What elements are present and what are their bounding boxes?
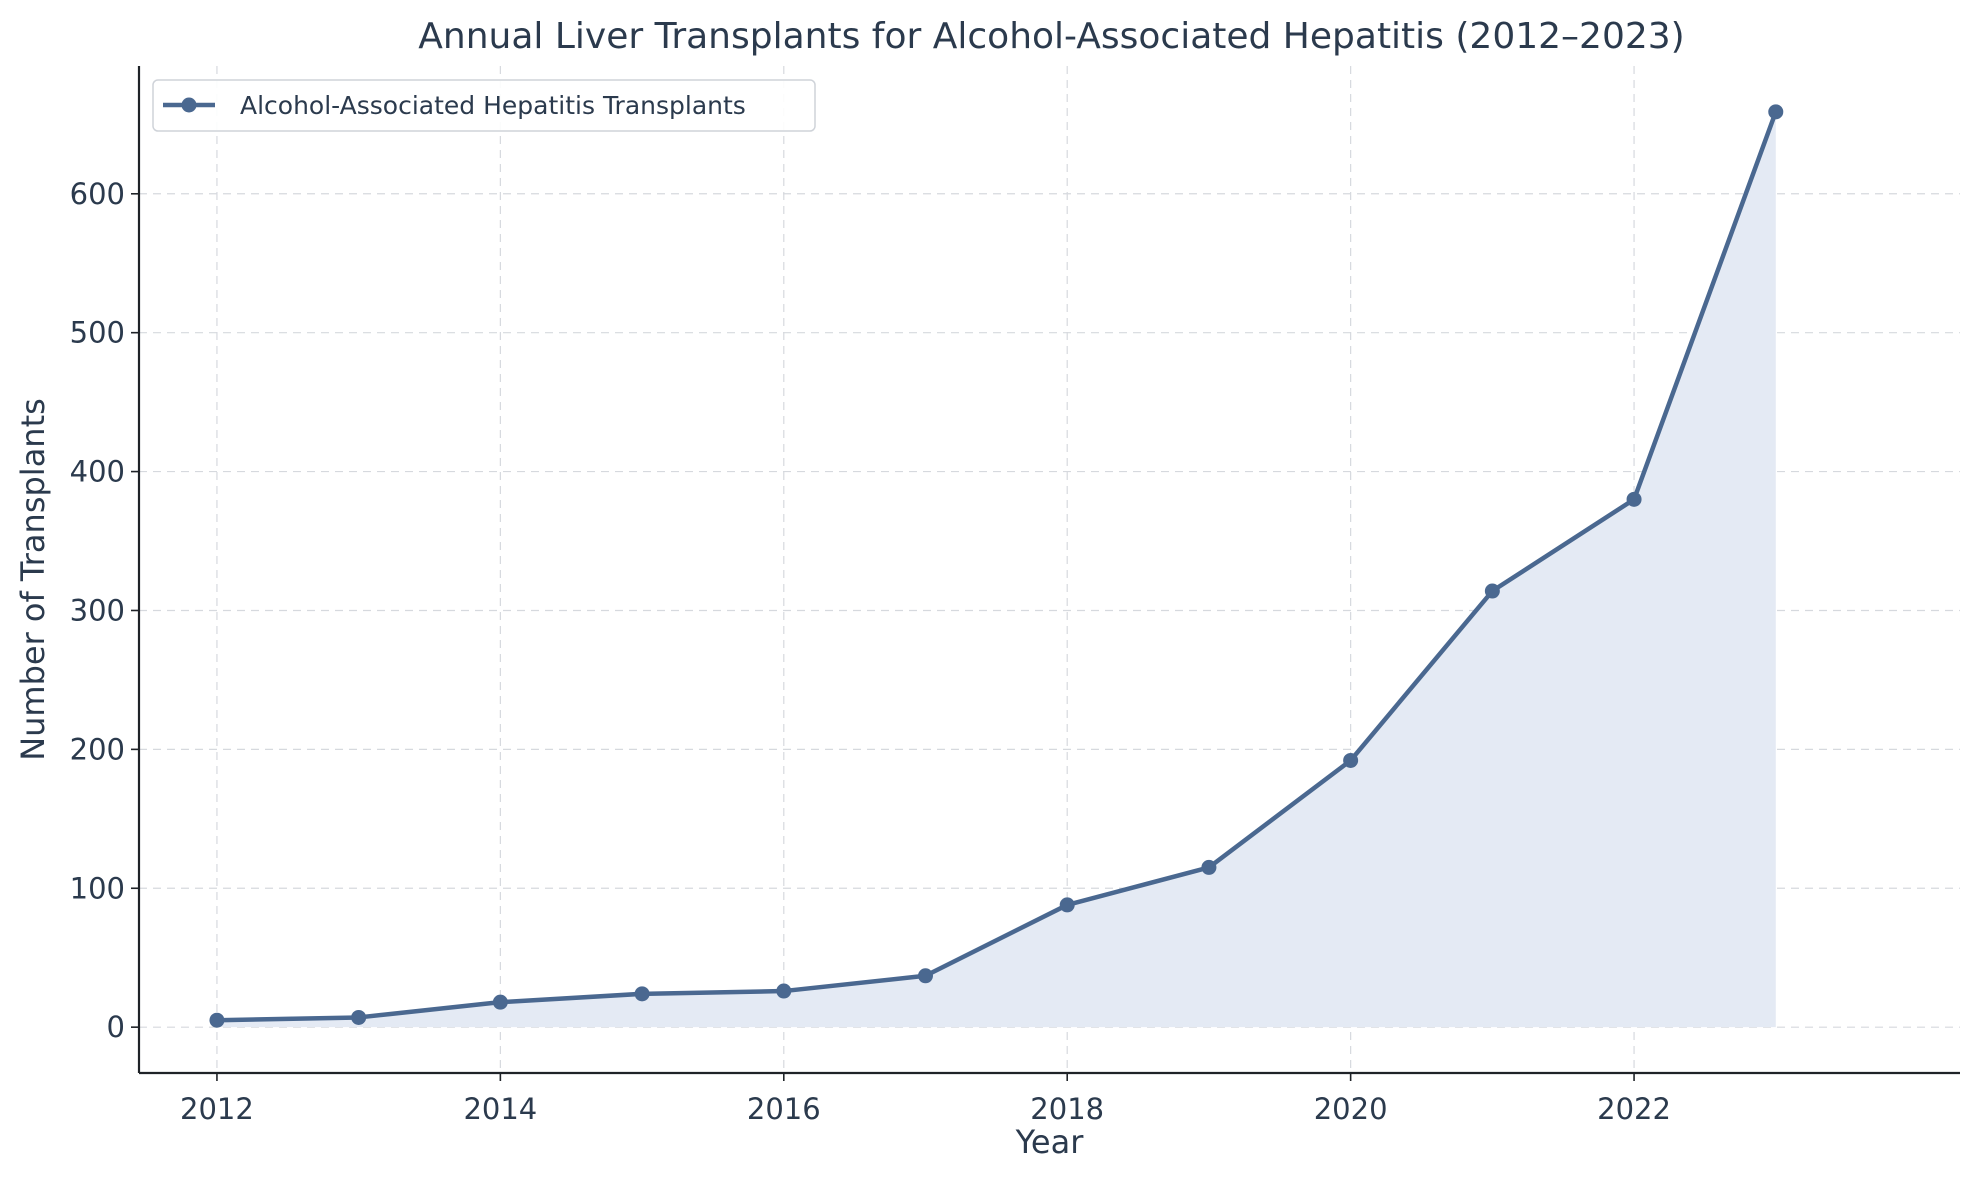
series-points [209, 104, 1784, 1028]
x-tick-label: 2020 [1314, 1092, 1388, 1126]
y-tick-label: 600 [70, 177, 125, 211]
data-point [209, 1012, 225, 1028]
data-point [1201, 859, 1217, 875]
x-tick-label: 2018 [1030, 1092, 1104, 1126]
x-tick-label: 2014 [463, 1092, 537, 1126]
series-area-fill [216, 111, 1776, 1028]
data-point [776, 983, 792, 999]
legend-label: Alcohol-Associated Hepatitis Transplants [240, 91, 746, 120]
data-point [351, 1009, 367, 1025]
axes-spines [137, 66, 1960, 1075]
legend-marker-icon [181, 97, 197, 113]
axis-ticks: 2012 2014 2016 2018 2020 2022 0 100 200 300 400 500… [70, 177, 1671, 1126]
data-point [1768, 104, 1784, 120]
legend: Alcohol-Associated Hepatitis Transplants [152, 79, 816, 132]
data-point [1059, 897, 1075, 913]
legend-box [152, 79, 816, 132]
x-tick-label: 2016 [747, 1092, 821, 1126]
data-point [492, 994, 508, 1010]
y-tick-label: 300 [70, 593, 125, 627]
data-point [1343, 752, 1359, 768]
x-tick-label: 2012 [180, 1092, 254, 1126]
data-point [634, 986, 650, 1002]
y-axis-label: Number of Transplants [14, 398, 52, 761]
y-tick-label: 200 [70, 732, 125, 766]
chart-title: Annual Liver Transplants for Alcohol-Ass… [418, 16, 1684, 57]
data-point [1626, 491, 1642, 507]
y-tick-label: 500 [70, 316, 125, 350]
y-tick-label: 0 [107, 1010, 125, 1044]
x-tick-label: 2022 [1597, 1092, 1671, 1126]
data-point [1484, 583, 1500, 599]
y-tick-label: 400 [70, 455, 125, 489]
x-axis-label: Year [1015, 1123, 1085, 1161]
series-line [216, 111, 1778, 1023]
data-point [918, 968, 934, 984]
y-tick-label: 100 [70, 871, 125, 905]
